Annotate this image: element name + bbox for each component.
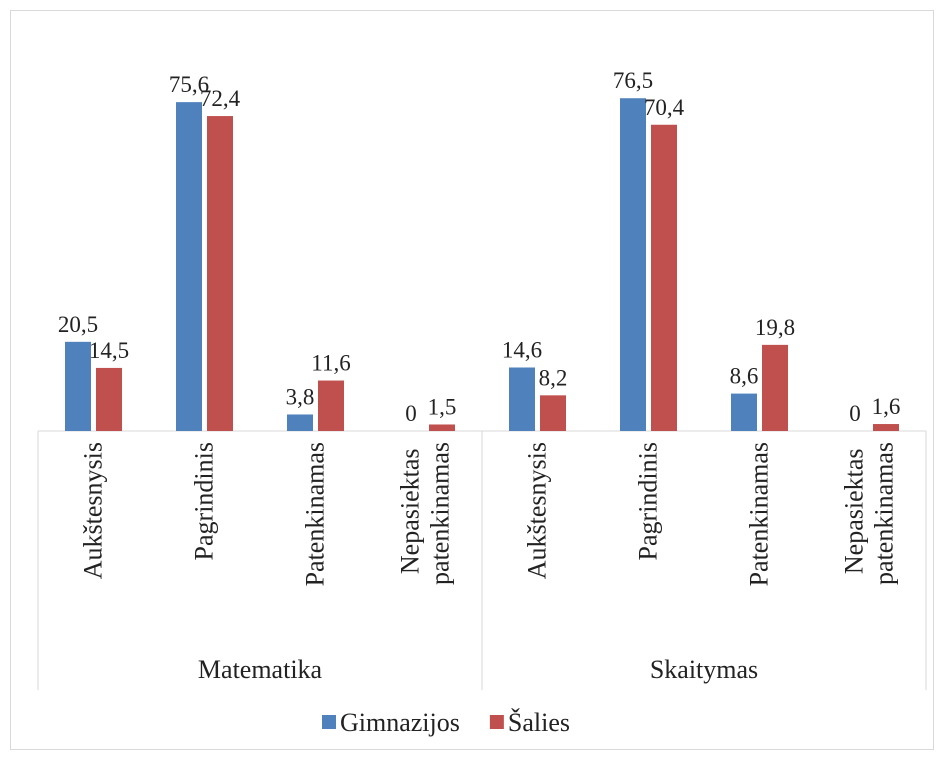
legend-swatch: [322, 715, 336, 729]
data-label: 8,6: [730, 364, 759, 389]
data-label: 14,6: [502, 337, 542, 362]
data-label: 3,8: [286, 384, 315, 409]
x-tick-label: Pagrindinis: [634, 442, 663, 560]
legend-swatch: [489, 715, 504, 729]
bar: [207, 116, 233, 431]
x-tick-label: Aukštesnysis: [79, 442, 108, 579]
bar: [873, 424, 899, 431]
x-tick-label: Patenkinamas: [745, 442, 774, 586]
bar: [96, 367, 122, 431]
x-tick-label: Patenkinamas: [301, 442, 330, 586]
data-label: 72,4: [200, 86, 241, 111]
data-label: 20,5: [58, 312, 98, 337]
legend-label: Gimnazijos: [340, 708, 460, 737]
data-label: 0: [849, 401, 861, 426]
data-label: 8,2: [539, 365, 568, 390]
data-label: 75,6: [169, 72, 209, 97]
group-label: Matematika: [198, 655, 323, 684]
chart-frame: [10, 10, 934, 750]
data-label: 76,5: [613, 68, 653, 93]
legend-label: Šalies: [508, 708, 570, 737]
data-label: 14,5: [89, 338, 129, 363]
bar: [762, 344, 788, 431]
x-tick-label: Nepasiektas patenkinamas: [840, 442, 899, 585]
data-label: 1,5: [428, 394, 457, 419]
data-label: 0: [405, 401, 417, 426]
bar: [429, 424, 455, 431]
bar: [65, 341, 91, 431]
x-tick-label: Pagrindinis: [190, 442, 219, 560]
x-tick-label: Nepasiektas patenkinamas: [396, 442, 455, 585]
bar: [176, 102, 202, 431]
bar: [731, 393, 757, 431]
bar: [318, 380, 344, 431]
bar: [509, 367, 535, 431]
data-label: 70,4: [644, 95, 685, 120]
bar: [287, 414, 313, 431]
bar: [651, 124, 677, 431]
x-tick-label: Aukštesnysis: [523, 442, 552, 579]
data-label: 1,6: [872, 394, 901, 419]
data-label: 11,6: [311, 351, 350, 376]
bar: [620, 98, 646, 431]
group-label: Skaitymas: [650, 655, 758, 684]
bar: [540, 395, 566, 431]
data-label: 19,8: [755, 315, 795, 340]
